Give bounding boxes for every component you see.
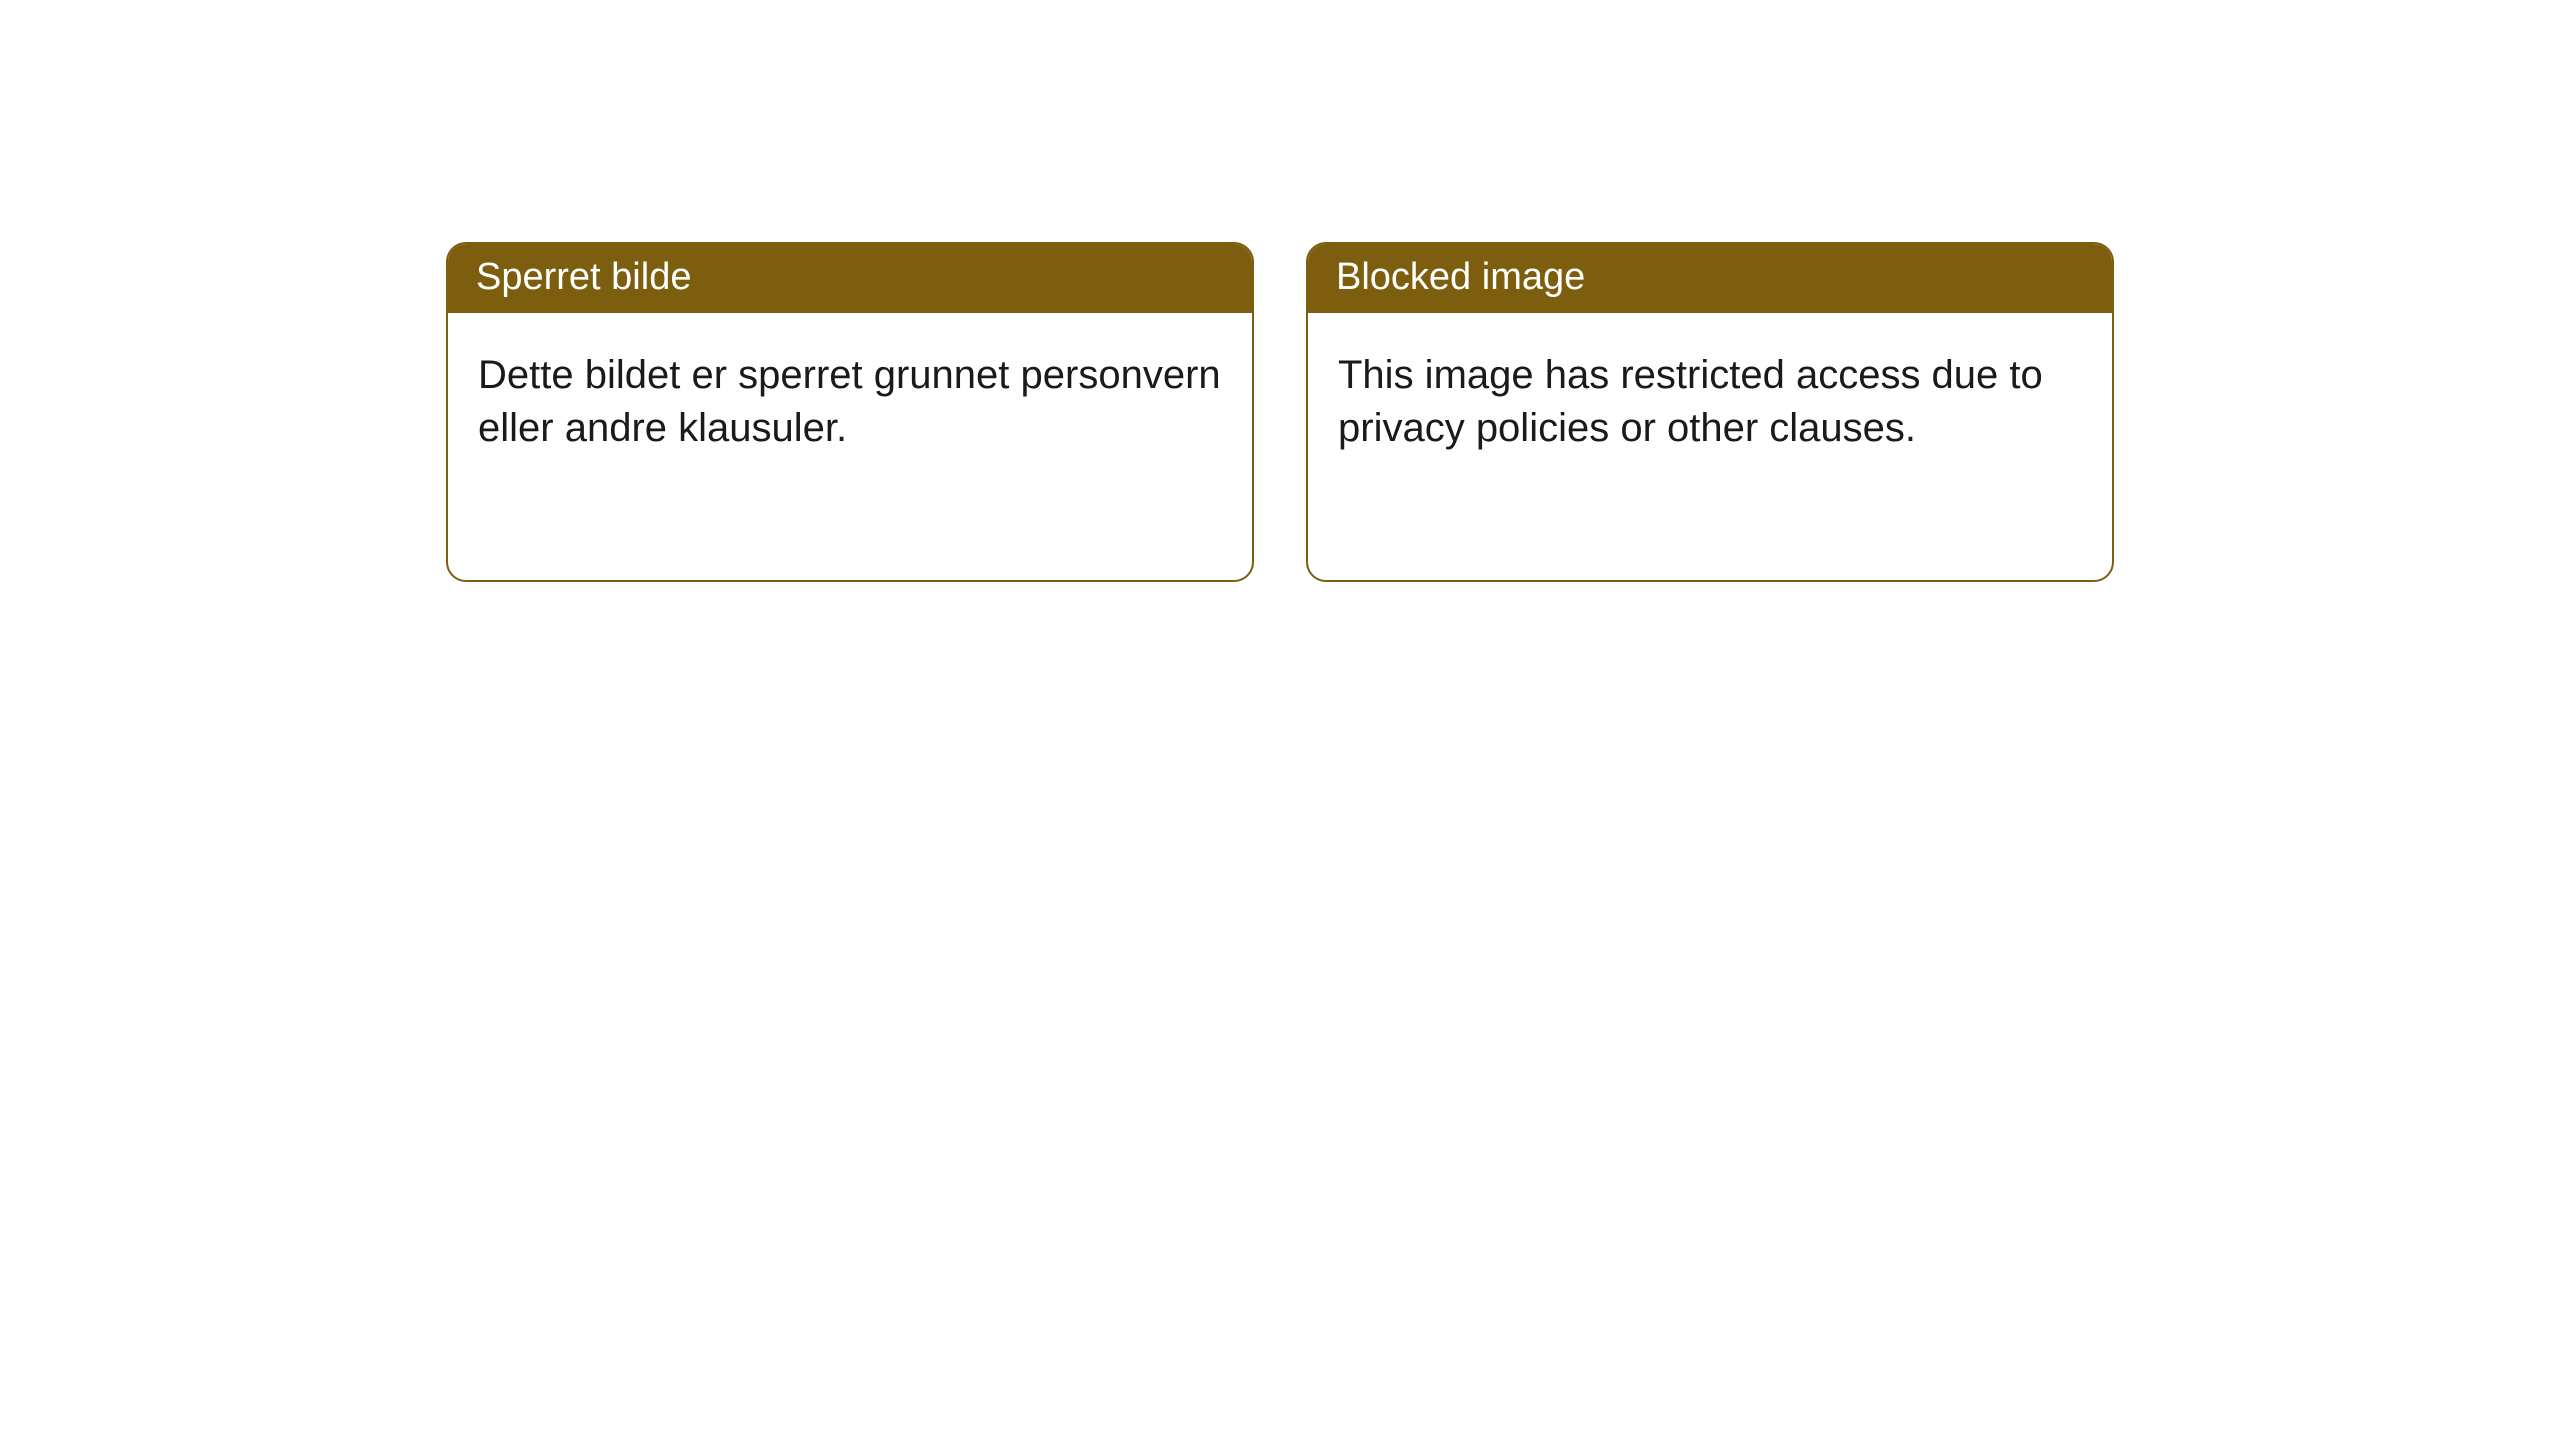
blocked-image-card-en: Blocked image This image has restricted … xyxy=(1306,242,2114,582)
card-body-en: This image has restricted access due to … xyxy=(1308,313,2112,485)
card-header-no: Sperret bilde xyxy=(448,244,1252,313)
notice-container: Sperret bilde Dette bildet er sperret gr… xyxy=(0,0,2560,582)
card-header-en: Blocked image xyxy=(1308,244,2112,313)
card-body-no: Dette bildet er sperret grunnet personve… xyxy=(448,313,1252,485)
blocked-image-card-no: Sperret bilde Dette bildet er sperret gr… xyxy=(446,242,1254,582)
